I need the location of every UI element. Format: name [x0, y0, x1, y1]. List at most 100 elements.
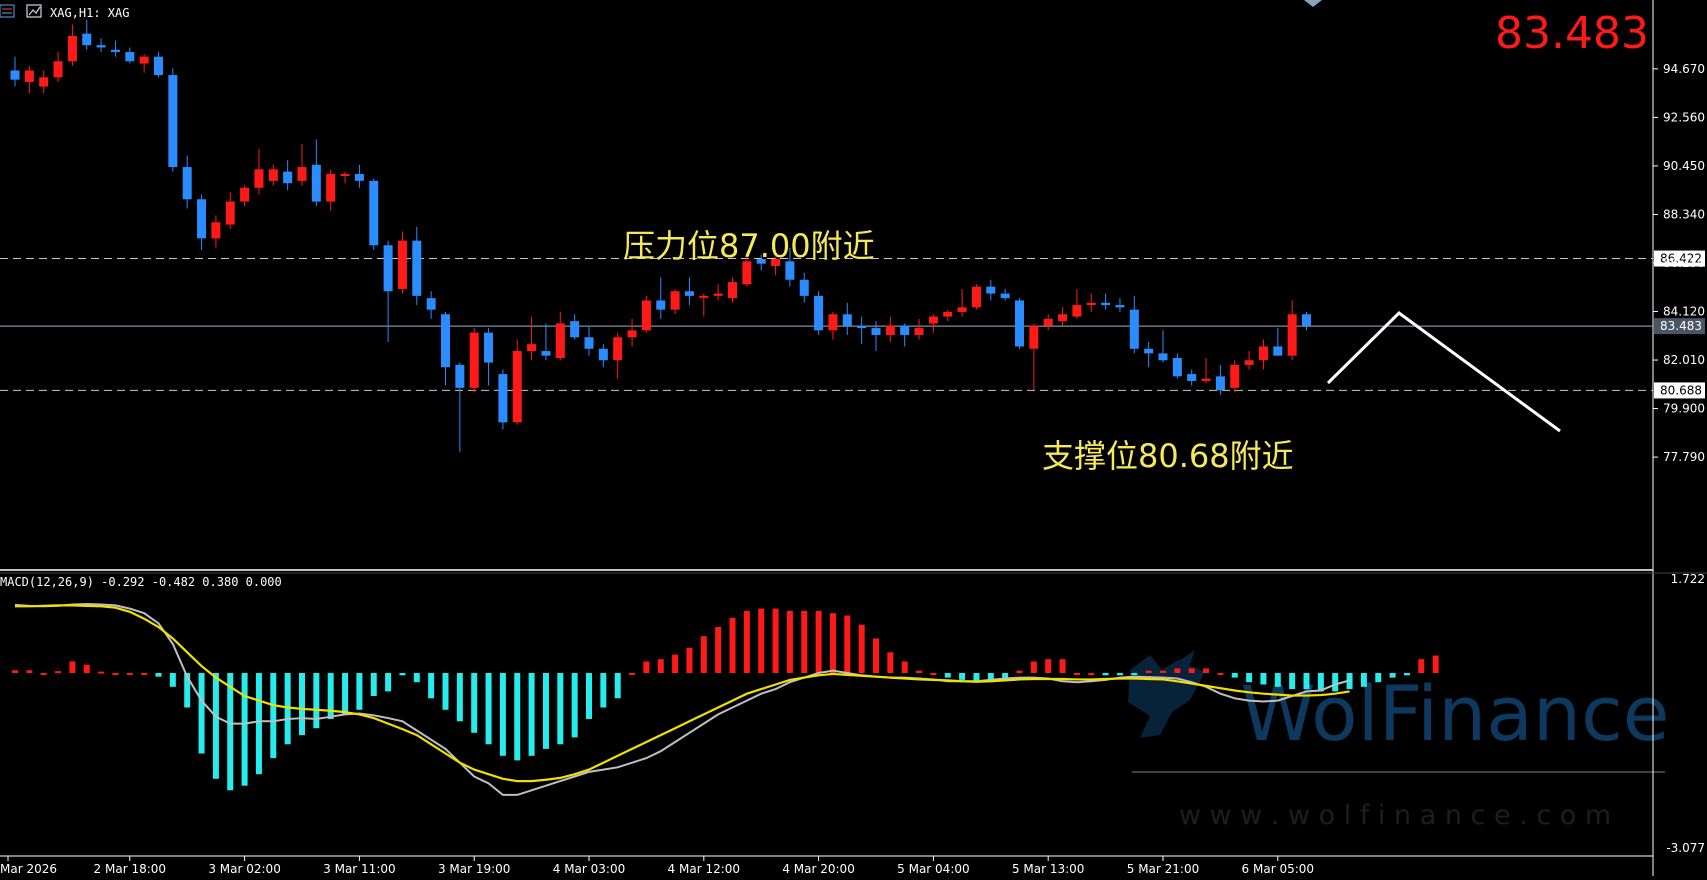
macd-lines [14, 602, 1350, 796]
macd-histogram-bar [313, 673, 320, 729]
candle-body [742, 261, 752, 285]
macd-histogram-bar [69, 661, 76, 673]
macd-histogram-bar [758, 608, 765, 673]
time-tick-label: 3 Mar 02:00 [208, 862, 281, 876]
time-tick-label: 3 Mar 19:00 [438, 862, 511, 876]
candle-body [455, 364, 465, 388]
macd-histogram-bar [227, 673, 234, 791]
macd-histogram-bar [40, 673, 47, 675]
macd-histogram-bar [629, 673, 636, 675]
signal-line [15, 604, 1350, 783]
macd-histogram-bar [1145, 670, 1152, 673]
macd-histogram-bar [586, 673, 592, 719]
macd-histogram-bar [399, 673, 406, 676]
candle-body [82, 33, 92, 46]
candle-body [1201, 378, 1211, 381]
macd-histogram-bar [1160, 670, 1166, 673]
macd-histogram-bar [600, 673, 607, 708]
macd-histogram-bar [126, 673, 133, 675]
macd-histogram-bar [471, 673, 478, 733]
candle-body [842, 314, 852, 326]
macd-histogram-bar [844, 615, 851, 673]
macd-histogram-bar [155, 673, 162, 677]
macd-histogram-bar [1002, 673, 1009, 680]
macd-histogram-bar [901, 661, 908, 673]
time-tick-label: Mar 2026 [0, 862, 57, 876]
candle-body [1215, 376, 1225, 391]
macd-histogram-bar [987, 673, 994, 683]
candle-body [340, 173, 350, 176]
macd-histogram-bar [528, 673, 535, 756]
macd-histogram [12, 608, 1439, 791]
macd-histogram-bar [1016, 670, 1023, 673]
candle-body [369, 180, 379, 246]
candle-body [484, 332, 494, 363]
candle-body [154, 56, 163, 76]
watermark-brand: WolFinance [1240, 669, 1669, 758]
candle-body [397, 240, 407, 289]
macd-histogram-bar [801, 610, 808, 673]
candle-body [598, 348, 608, 361]
candle-body [756, 259, 766, 264]
macd-histogram-bar [1418, 659, 1425, 673]
support-annotation: 支撑位80.68附近 [1042, 437, 1294, 475]
candle-body [168, 75, 178, 168]
candle-body [283, 171, 293, 184]
macd-axis: 1.722 -3.077 [1666, 572, 1705, 855]
candle-body [656, 300, 666, 310]
macd-histogram-bar [1131, 673, 1138, 675]
candle-body [1230, 364, 1240, 388]
price-tick-label: 90.450 [1663, 159, 1705, 173]
candle-body [771, 259, 781, 266]
candle-body [125, 52, 135, 62]
candle-body [1158, 353, 1168, 361]
candle-body [699, 295, 709, 298]
price-tick-label: 84.120 [1663, 305, 1705, 319]
time-axis: Mar 2026 2 Mar 18:00 3 Mar 02:00 3 Mar 11:0… [0, 856, 1314, 876]
candle-body [857, 325, 867, 329]
price-level-label: 80.688 [1660, 383, 1702, 397]
macd-histogram-bar [1030, 661, 1037, 673]
time-tick-label: 4 Mar 03:00 [553, 862, 626, 876]
macd-histogram-bar [1174, 668, 1181, 673]
candle-body [311, 164, 321, 202]
wolf-logo-icon [1128, 650, 1205, 738]
macd-histogram-bar [1246, 673, 1253, 683]
macd-histogram-bar [98, 671, 105, 674]
macd-histogram-bar [1073, 673, 1080, 675]
candle-body [641, 300, 651, 331]
candle-body [670, 291, 680, 310]
macd-histogram-bar [700, 636, 707, 673]
candle-body [1273, 346, 1283, 356]
time-tick-label: 2 Mar 18:00 [94, 862, 167, 876]
resistance-annotation: 压力位87.00附近 [623, 227, 875, 265]
macd-histogram-bar [571, 673, 578, 738]
candle-body [943, 311, 953, 317]
symbol-menu-icon[interactable] [0, 4, 15, 18]
macd-histogram-bar [1260, 673, 1267, 685]
watermark: WolFinance w w w . w o l f i n a n c e .… [1128, 650, 1670, 831]
macd-histogram-bar [1231, 673, 1238, 678]
macd-histogram-bar [26, 670, 33, 673]
price-levels: 86.422 83.483 80.688 [0, 250, 1705, 399]
price-level-label: 83.483 [1660, 319, 1702, 333]
scroll-marker-icon[interactable] [1304, 0, 1322, 7]
candle-body [1072, 305, 1082, 317]
time-tick-label: 3 Mar 11:00 [323, 862, 396, 876]
candle-body [96, 45, 106, 48]
macd-histogram-bar [557, 673, 564, 745]
candle-body [871, 328, 881, 335]
macd-histogram-bar [643, 661, 650, 673]
candle-body [728, 282, 737, 299]
price-tick-label: 88.340 [1663, 207, 1705, 221]
candle-body [254, 169, 264, 188]
macd-histogram-bar [1375, 673, 1382, 683]
macd-histogram-bar [815, 610, 822, 673]
macd-histogram-bar [1432, 655, 1439, 673]
macd-histogram-bar [327, 673, 334, 719]
candle-body [1015, 300, 1024, 347]
macd-histogram-bar [1188, 668, 1195, 673]
macd-histogram-bar [1303, 673, 1310, 690]
candle-body [1000, 293, 1010, 299]
